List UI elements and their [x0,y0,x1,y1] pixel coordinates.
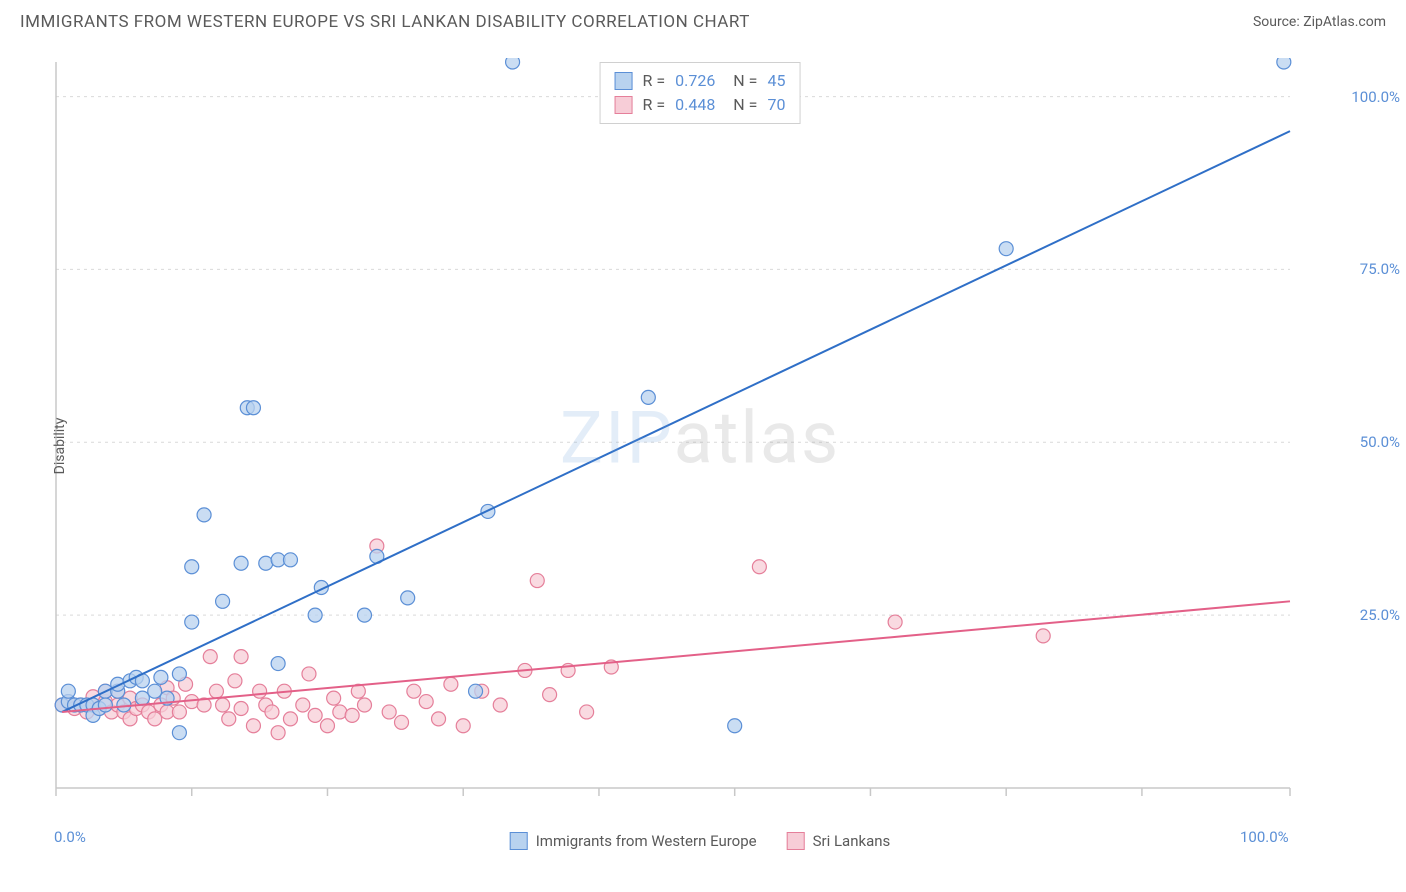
n-value: 70 [767,93,785,117]
correlation-stats-box: R = 0.726 N = 45 R = 0.448 N = 70 [600,62,801,124]
legend-item: Immigrants from Western Europe [510,832,757,850]
legend-item: Sri Lankans [787,832,891,850]
chart-area: Disability ZIPatlas 25.0%50.0%75.0%100.0… [50,58,1350,818]
legend-label: Sri Lankans [813,832,891,850]
chart-title: IMMIGRANTS FROM WESTERN EUROPE VS SRI LA… [20,12,750,32]
r-label: R = [643,93,666,117]
stats-row: R = 0.448 N = 70 [615,93,786,117]
bottom-legend: Immigrants from Western Europe Sri Lankan… [510,832,891,850]
y-tick-label: 25.0% [1360,606,1400,624]
y-tick-label: 75.0% [1360,260,1400,278]
series-swatch [615,96,633,114]
n-value: 45 [767,69,785,93]
r-label: R = [643,69,666,93]
series-swatch [615,72,633,90]
y-tick-label: 100.0% [1351,88,1400,106]
r-value: 0.448 [675,93,715,117]
chart-header: IMMIGRANTS FROM WESTERN EUROPE VS SRI LA… [0,0,1406,40]
stats-row: R = 0.726 N = 45 [615,69,786,93]
legend-swatch [787,832,805,850]
legend-swatch [510,832,528,850]
n-label: N = [725,93,757,117]
x-tick-label: 100.0% [1240,828,1289,846]
scatter-chart-svg [50,58,1350,818]
y-axis-label: Disability [52,418,68,475]
source-attribution: Source: ZipAtlas.com [1253,14,1386,30]
y-tick-label: 50.0% [1360,433,1400,451]
r-value: 0.726 [675,69,715,93]
legend-label: Immigrants from Western Europe [536,832,757,850]
n-label: N = [725,69,757,93]
x-tick-label: 0.0% [54,828,86,846]
